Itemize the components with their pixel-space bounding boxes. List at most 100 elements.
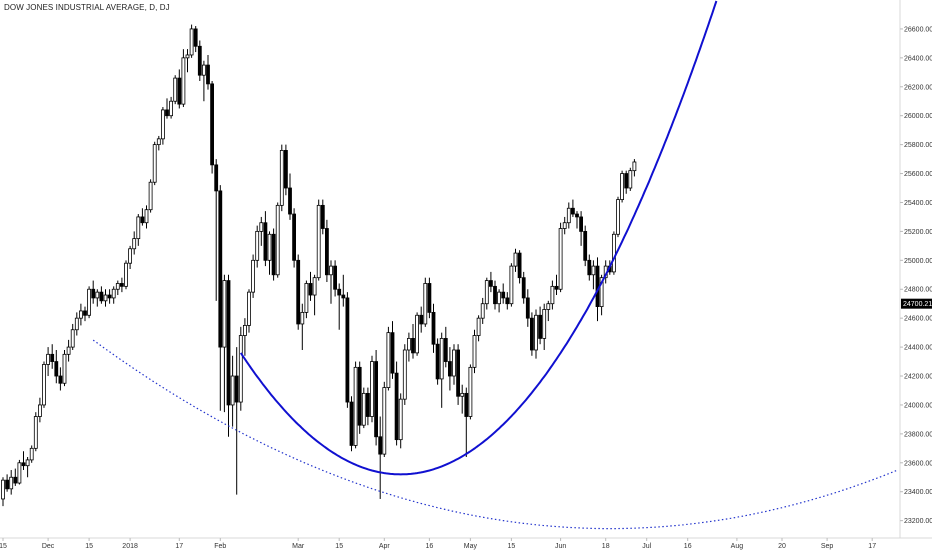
candle-body [13,476,18,484]
candle-body [165,109,169,117]
candle-body [476,317,481,336]
candle-body [562,222,567,229]
candle-body [480,303,485,319]
candle-body [431,311,436,345]
candle-body [17,462,22,484]
candle-body [62,353,67,384]
candle-body [300,311,305,325]
candle-body [308,283,313,296]
candle-body [144,209,149,224]
candle-body [259,222,264,232]
fitted-curve [239,0,718,476]
candle-body [423,283,428,325]
projection-curve [92,339,898,530]
candle-body [29,447,34,461]
candle-body [439,338,444,380]
candle-body [583,230,588,261]
candle-body [222,280,227,348]
x-tick-label: 20 [778,543,786,550]
candle-body [521,277,526,299]
x-tick-label: 15 [0,543,7,550]
candle-body [566,207,571,224]
candle-body [42,364,46,406]
candle-body [435,343,440,380]
y-tick-label: 24200.00 [904,374,932,381]
candle-body [337,288,342,296]
candle-body [54,361,59,377]
candle-body [443,338,448,362]
candle-body [132,238,137,250]
candles-layer [1,24,637,507]
price-tag-bg [901,298,932,309]
candle-body [238,335,243,403]
x-tick-label: 17 [175,543,183,550]
candle-body [189,28,194,56]
candle-body [513,252,518,267]
x-tick-label: Sep [821,543,834,550]
candle-body [357,366,362,426]
candle-body [324,228,329,276]
candle-body [283,150,288,189]
candle-body [542,309,547,339]
candle-body [452,349,456,377]
x-tick-label: Dec [42,543,55,550]
candle-body [530,317,534,351]
candle-body [546,303,551,310]
candle-body [394,372,399,441]
candle-body [320,204,325,229]
candle-body [234,375,239,403]
y-tick-label: 25200.00 [904,229,932,236]
candle-body [169,100,174,117]
candle-body [255,230,260,261]
candle-body [103,294,108,302]
candle-body [628,170,633,189]
y-tick-label: 26200.00 [904,84,932,91]
candle-body [460,392,465,397]
candle-body [447,361,452,377]
candle-body [74,317,79,331]
candle-body [156,138,161,146]
candle-body [120,283,124,287]
y-tick-label: 24400.00 [904,345,932,352]
candle-body [612,233,616,273]
candle-body [624,173,629,189]
y-tick-label: 23600.00 [904,460,932,467]
candle-body [247,291,251,326]
candle-body [58,375,63,384]
x-tick-label: 17 [868,543,876,550]
y-tick-label: 23200.00 [904,518,932,525]
candle-body [148,181,153,211]
y-tick-label: 25600.00 [904,171,932,178]
x-tick-label: 2018 [122,543,138,550]
candle-body [370,361,374,417]
candle-body [267,233,272,261]
candle-body [21,462,26,467]
candle-body [136,216,141,240]
x-tick-label: 16 [426,543,434,550]
candle-body [554,285,559,290]
x-tick-label: Jun [555,543,566,550]
candle-body [472,335,477,368]
candle-body [579,216,583,232]
candle-body [218,190,223,348]
candle-body [5,479,9,490]
candle-body [591,265,596,276]
x-axis-ticks: 15 Dec 15 2018 17 Feb Mar 15 Apr 16 May 15 Jun 18 Jul 1… [0,538,876,550]
candle-body [46,353,50,365]
candle-body [390,332,395,374]
candle-body [488,280,493,287]
y-axis-ticks: 23200.00 23400.00 23600.00 23800.00 24000.00… [900,26,932,525]
candle-body [406,338,411,351]
y-tick-label: 24000.00 [904,402,932,409]
candle-body [484,280,489,305]
candle-body [279,150,284,206]
candle-body [304,283,309,313]
candle-body [242,325,247,336]
x-tick-label: 18 [602,543,610,550]
candle-body [353,366,358,446]
candle-body [361,392,366,426]
candle-body [427,283,432,313]
candle-body [345,297,350,403]
y-tick-label: 25800.00 [904,142,932,149]
